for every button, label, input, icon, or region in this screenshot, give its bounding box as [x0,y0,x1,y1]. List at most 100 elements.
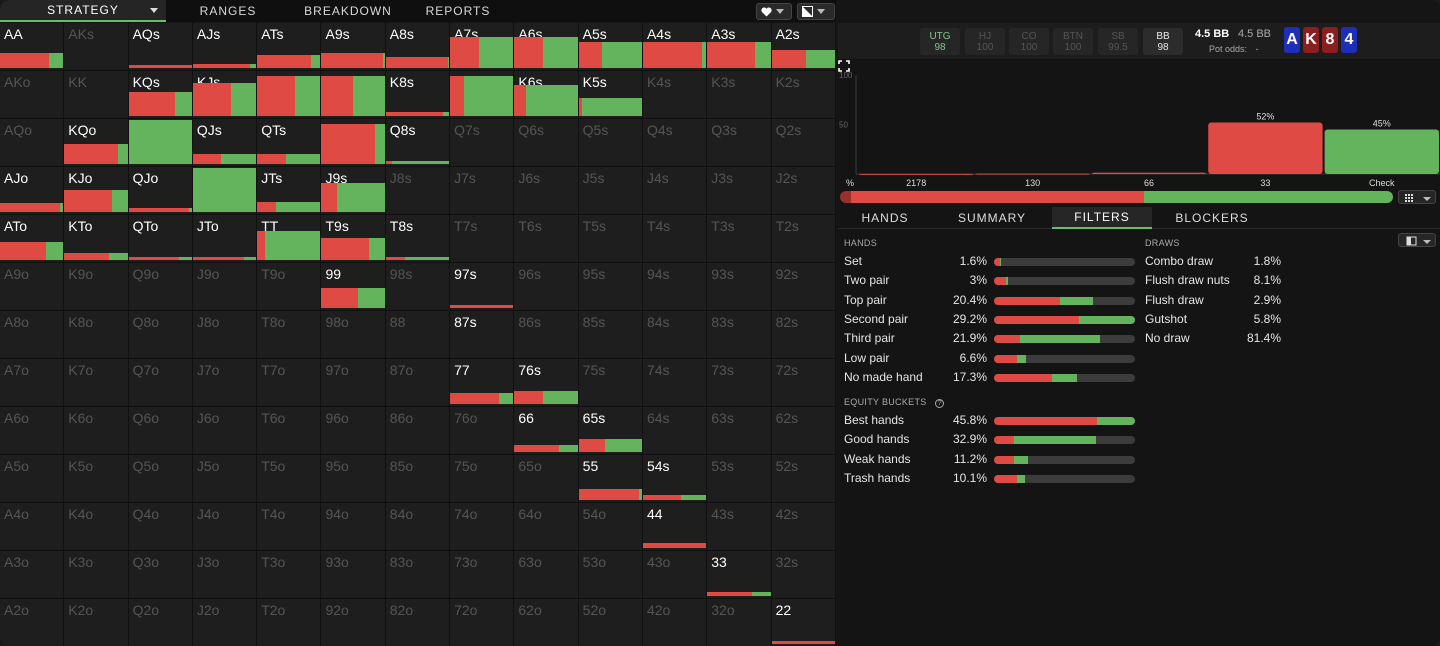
hand-cell[interactable]: A7s [450,23,515,71]
hand-cell[interactable]: A2s [771,23,836,71]
hand-cell[interactable]: QJo [128,167,193,215]
hand-cell[interactable]: 42s [771,503,836,551]
hand-cell[interactable]: J9s [321,167,386,215]
hand-cell[interactable]: T5o [257,455,322,503]
hand-cell[interactable]: A4o [0,503,65,551]
hand-cell[interactable]: Q6s [514,119,579,167]
hand-cell[interactable]: T7o [257,359,322,407]
hand-cell[interactable]: 65s [578,407,643,455]
hand-cell[interactable]: 95s [578,263,643,311]
hand-cell[interactable]: JJ [192,167,258,215]
hand-cell[interactable]: KTo [64,215,129,263]
filter-row[interactable]: Top pair 20.4% [844,293,1135,309]
hand-cell[interactable]: J3o [192,551,258,599]
hand-cell[interactable]: 63s [707,407,772,455]
view-mode-button[interactable] [797,3,835,20]
hand-cell[interactable]: K7o [64,359,129,407]
hand-cell[interactable]: A9s [321,23,386,71]
seat-btn[interactable]: BTN 100 [1053,28,1093,55]
hand-cell[interactable]: 87o [385,359,451,407]
hand-cell[interactable]: 63o [514,551,579,599]
filter-row[interactable]: Good hands 32.9% [844,432,1135,448]
hand-cell[interactable]: T8s [385,215,451,263]
hand-cell[interactable]: 55 [578,455,643,503]
hand-cell[interactable]: ATs [257,23,322,71]
hand-cell[interactable]: 73o [450,551,515,599]
filter-row[interactable]: Weak hands 11.2% [844,452,1135,468]
hand-cell[interactable]: T7s [450,215,515,263]
hand-cell[interactable]: 97o [321,359,386,407]
hand-cell[interactable]: 97s [450,263,515,311]
hand-cell[interactable]: J7o [192,359,258,407]
filter-row[interactable]: Gutshot 5.8% [1145,312,1440,328]
hand-cell[interactable]: QJs [192,119,258,167]
hand-cell[interactable]: A6s [514,23,579,71]
hand-cell[interactable]: T4o [257,503,322,551]
tab-ranges[interactable]: RANGES [166,0,290,22]
hand-cell[interactable]: A7o [0,359,65,407]
hand-cell[interactable]: 64s [642,407,708,455]
hand-cell[interactable]: J8s [385,167,451,215]
hand-cell[interactable]: 92o [321,599,386,646]
hand-cell[interactable]: 85s [578,311,643,359]
hand-cell[interactable]: K2s [771,71,836,119]
hand-cell[interactable]: Q5o [128,455,193,503]
filter-row[interactable]: Best hands 45.8% [844,413,1135,429]
hand-cell[interactable]: 85o [385,455,451,503]
hand-cell[interactable]: K5o [64,455,129,503]
hand-cell[interactable]: T6s [514,215,579,263]
hand-cell[interactable]: 74o [450,503,515,551]
hand-cell[interactable]: 54o [578,503,643,551]
hand-cell[interactable]: 43s [707,503,772,551]
heart-filter-button[interactable] [756,3,792,20]
hand-cell[interactable]: 84s [642,311,708,359]
hand-cell[interactable]: 32o [707,599,772,646]
hand-cell[interactable]: 94o [321,503,386,551]
hand-cell[interactable]: A3s [707,23,772,71]
hand-cell[interactable]: 96o [321,407,386,455]
hand-cell[interactable]: T5s [578,215,643,263]
hand-cell[interactable]: A3o [0,551,65,599]
filter-row[interactable]: Combo draw 1.8% [1145,254,1440,270]
grid-options-button[interactable] [1398,190,1436,204]
hand-cell[interactable]: A5s [578,23,643,71]
hand-cell[interactable]: 53s [707,455,772,503]
hand-cell[interactable]: KQs [128,71,193,119]
hand-cell[interactable]: 74s [642,359,708,407]
hand-cell[interactable]: 93o [321,551,386,599]
hand-cell[interactable]: 42o [642,599,708,646]
hand-cell[interactable]: A6o [0,407,65,455]
hand-cell[interactable]: 86o [385,407,451,455]
hand-cell[interactable]: 52s [771,455,836,503]
tab-summary[interactable]: SUMMARY [932,207,1052,229]
filter-row[interactable]: No made hand 17.3% [844,370,1135,386]
hand-cell[interactable]: AA [0,23,65,71]
hand-cell[interactable]: 22 [771,599,836,646]
board-card[interactable]: A [1284,27,1300,53]
hand-cell[interactable]: 87s [450,311,515,359]
hand-cell[interactable]: Q9o [128,263,193,311]
chevron-down-icon[interactable] [150,8,158,13]
hand-cell[interactable]: K2o [64,599,129,646]
filter-row[interactable]: Trash hands 10.1% [844,471,1135,487]
hand-cell[interactable]: 84o [385,503,451,551]
hand-cell[interactable]: Q6o [128,407,193,455]
hand-cell[interactable]: K3s [707,71,772,119]
hand-cell[interactable]: Q2o [128,599,193,646]
hand-cell[interactable]: 73s [707,359,772,407]
hand-cell[interactable]: 88 [385,311,451,359]
hand-cell[interactable]: AJs [192,23,258,71]
hand-cell[interactable]: T9s [321,215,386,263]
board-card[interactable]: 8 [1322,27,1338,53]
hand-cell[interactable]: 54s [642,455,708,503]
hand-cell[interactable]: J4o [192,503,258,551]
chart-bar[interactable] [1208,122,1323,174]
tab-breakdown[interactable]: BREAKDOWN [286,0,410,22]
hand-cell[interactable]: K3o [64,551,129,599]
hand-cell[interactable]: T4s [642,215,708,263]
hand-cell[interactable]: Q8s [385,119,451,167]
hand-cell[interactable]: K9o [64,263,129,311]
expand-icon[interactable] [838,60,850,72]
hand-cell[interactable]: 62o [514,599,579,646]
chart-bar[interactable] [859,173,974,175]
